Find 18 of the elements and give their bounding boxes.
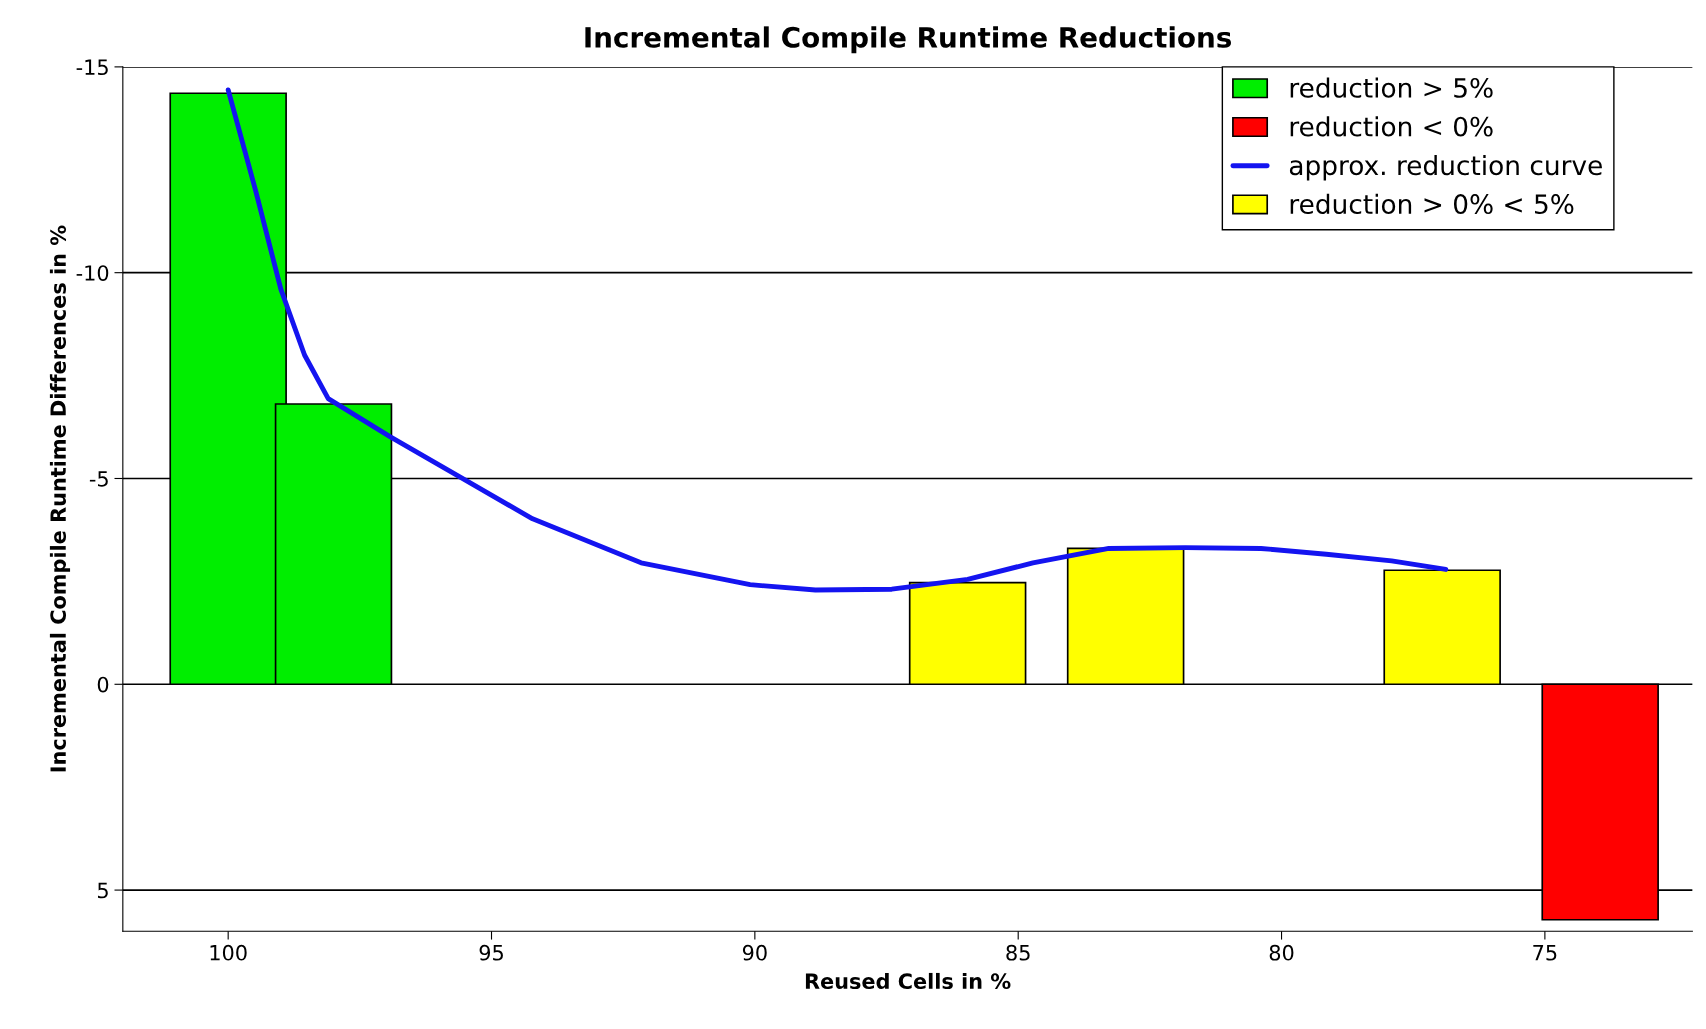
legend-label: reduction > 5% xyxy=(1290,77,1493,98)
y-axis-title: Incremental Compile Runtime Differences in % xyxy=(49,225,71,772)
y-tick-label: 5 xyxy=(97,882,108,899)
x-axis-title: Reused Cells in % xyxy=(805,972,1011,990)
legend-label: reduction < 0% xyxy=(1290,116,1493,137)
x-tick-label: 75 xyxy=(1533,945,1557,961)
x-tick-label: 85 xyxy=(1006,944,1030,961)
y-tick-label: -10 xyxy=(76,265,109,281)
y-tick-label: -5 xyxy=(89,471,108,487)
x-tick-label: 80 xyxy=(1269,944,1294,961)
legend-label: reduction > 0% < 5% xyxy=(1290,193,1574,215)
x-tick-label: 90 xyxy=(742,944,767,961)
y-tick-label: 0 xyxy=(97,676,109,693)
legend-label: approx. reduction curve xyxy=(1289,154,1602,181)
x-tick-label: 95 xyxy=(479,944,503,961)
chart-title: Incremental Compile Runtime Reductions xyxy=(585,26,1232,54)
x-tick-label: 100 xyxy=(210,944,247,961)
y-tick-label: -15 xyxy=(76,59,108,76)
